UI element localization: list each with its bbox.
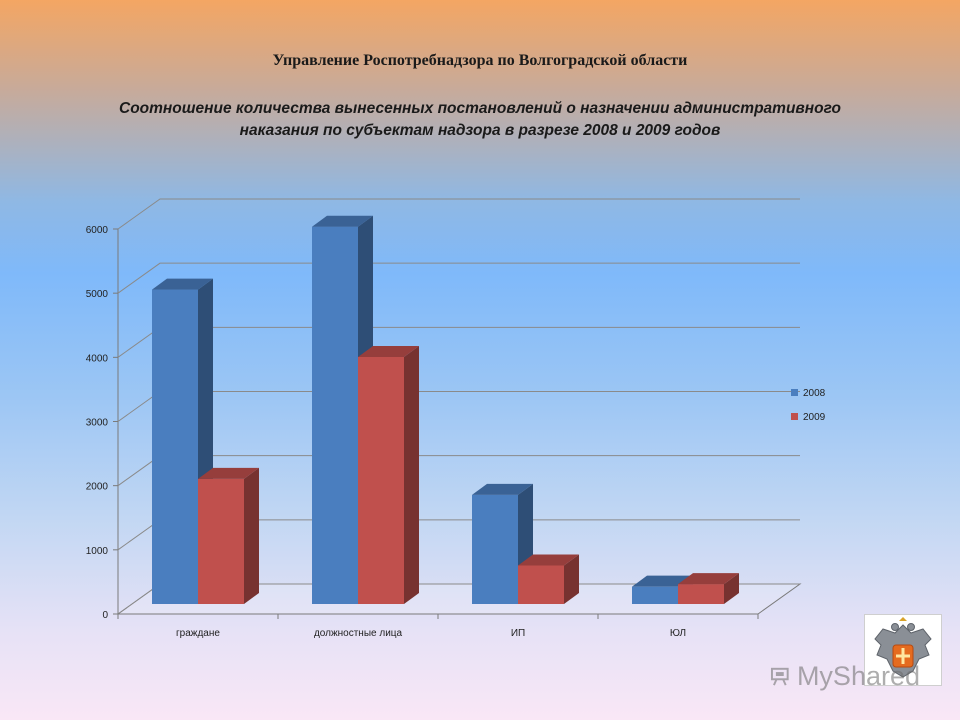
legend-swatch	[791, 413, 798, 420]
page-heading: Управление Роспотребнадзора по Волгоград…	[272, 52, 688, 69]
bar-2009	[678, 584, 724, 604]
bar-top-2008	[312, 215, 373, 227]
gridline	[117, 198, 800, 230]
bar-2008	[152, 289, 198, 604]
x-tick-label: ИП	[511, 628, 525, 639]
bar-2009	[358, 356, 404, 604]
bar-top-2009	[678, 573, 739, 585]
gridline	[117, 391, 800, 422]
watermark: MyShared	[770, 656, 920, 696]
eagle-emblem-icon	[874, 617, 932, 678]
bar-2008	[632, 586, 678, 604]
y-tick-label: 0	[102, 610, 108, 621]
bar-side-2009	[244, 467, 259, 604]
gridline	[117, 326, 800, 358]
y-tick-label: 1000	[86, 546, 109, 557]
bar-2008	[472, 494, 518, 604]
bar-top-2008	[152, 278, 213, 290]
presentation-board-icon	[770, 667, 789, 686]
bar-top-2008	[632, 575, 693, 587]
bar-2009	[518, 565, 564, 604]
bar-side-2009	[724, 573, 739, 604]
x-tick-label: должностные лица	[314, 628, 403, 639]
legend-swatch	[791, 389, 798, 396]
chart-subtitle: Соотношение количества вынесенных постан…	[119, 100, 841, 139]
y-tick-label: 3000	[86, 418, 109, 429]
bar-2009	[198, 478, 244, 604]
watermark-text: MyShared	[796, 660, 920, 691]
emblem-logo	[864, 614, 942, 686]
gridline	[117, 262, 800, 294]
bar-side-2009	[404, 345, 419, 604]
legend-label: 2008	[803, 388, 826, 399]
bar-2008	[312, 226, 358, 604]
bar-top-2009	[518, 554, 579, 566]
legend-label: 2009	[803, 412, 826, 423]
bar-top-2009	[358, 345, 419, 357]
y-tick-label: 4000	[86, 353, 109, 364]
x-tick-label: ЮЛ	[670, 628, 686, 639]
bar-top-2008	[472, 483, 533, 495]
y-tick-label: 2000	[86, 482, 109, 493]
y-tick-label: 6000	[86, 225, 109, 236]
bar-top-2009	[198, 467, 259, 479]
bar-side-2009	[564, 554, 579, 604]
x-tick-label: граждане	[176, 628, 220, 639]
y-tick-label: 5000	[86, 289, 109, 300]
